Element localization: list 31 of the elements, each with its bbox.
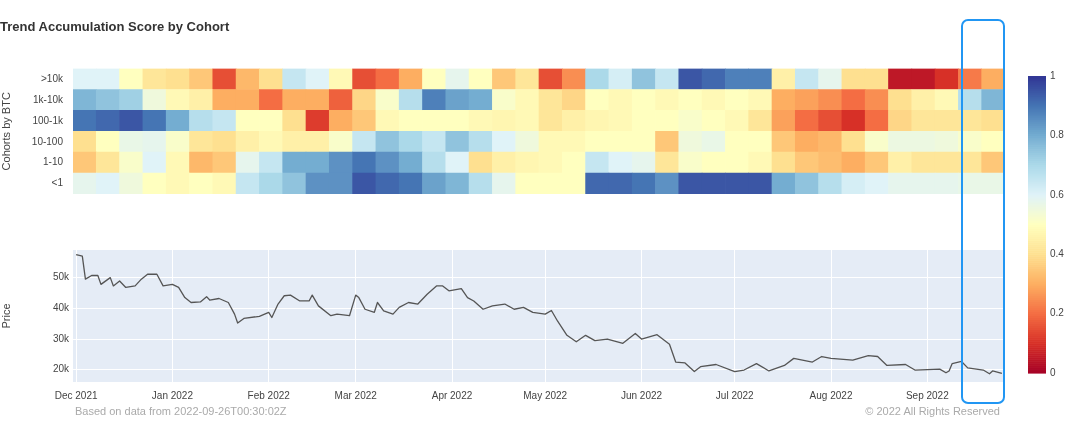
x-tick-label: Mar 2022 (334, 389, 378, 401)
color-bar-label: 0.8 (1050, 129, 1065, 141)
x-tick-label: Feb 2022 (247, 389, 291, 401)
color-bar-label: 0 (1050, 366, 1056, 378)
chart-title: Trend Accumulation Score by Cohort (0, 19, 230, 35)
color-bar-label: 0.6 (1050, 188, 1065, 200)
x-tick-label: Jan 2022 (151, 389, 194, 401)
y-axis-title: Cohorts by BTC (0, 92, 12, 171)
y-tick-label: 1k-10k (32, 93, 64, 105)
y-tick-label: 30k (52, 332, 70, 344)
y-tick-label: 50k (52, 271, 70, 283)
y-tick-label: >10k (41, 72, 64, 84)
color-bar-label: 0.4 (1050, 247, 1065, 259)
y-tick-label: 100-1k (32, 114, 64, 126)
x-tick-label: Aug 2022 (809, 389, 853, 401)
y-tick-label: <1 (51, 177, 64, 189)
y-axis-title: Price (0, 303, 12, 329)
x-tick-label: May 2022 (523, 389, 568, 401)
text: Based on data from 2022-09-26T00:30:02Z (75, 405, 287, 417)
text: © 2022 All Rights Reserved (865, 405, 1000, 417)
x-tick-label: Dec 2021 (54, 389, 98, 401)
color-bar-label: 0.2 (1050, 307, 1065, 319)
y-tick-label: 1-10 (42, 156, 64, 168)
x-tick-label: Apr 2022 (431, 389, 473, 401)
x-tick-label: Jun 2022 (620, 389, 663, 401)
y-tick-label: 20k (52, 363, 70, 375)
x-tick-label: Sep 2022 (905, 389, 950, 401)
y-tick-label: 40k (52, 302, 70, 314)
color-bar-label: 1 (1050, 69, 1056, 81)
y-tick-label: 10-100 (31, 135, 64, 147)
x-tick-label: Jul 2022 (715, 389, 755, 401)
